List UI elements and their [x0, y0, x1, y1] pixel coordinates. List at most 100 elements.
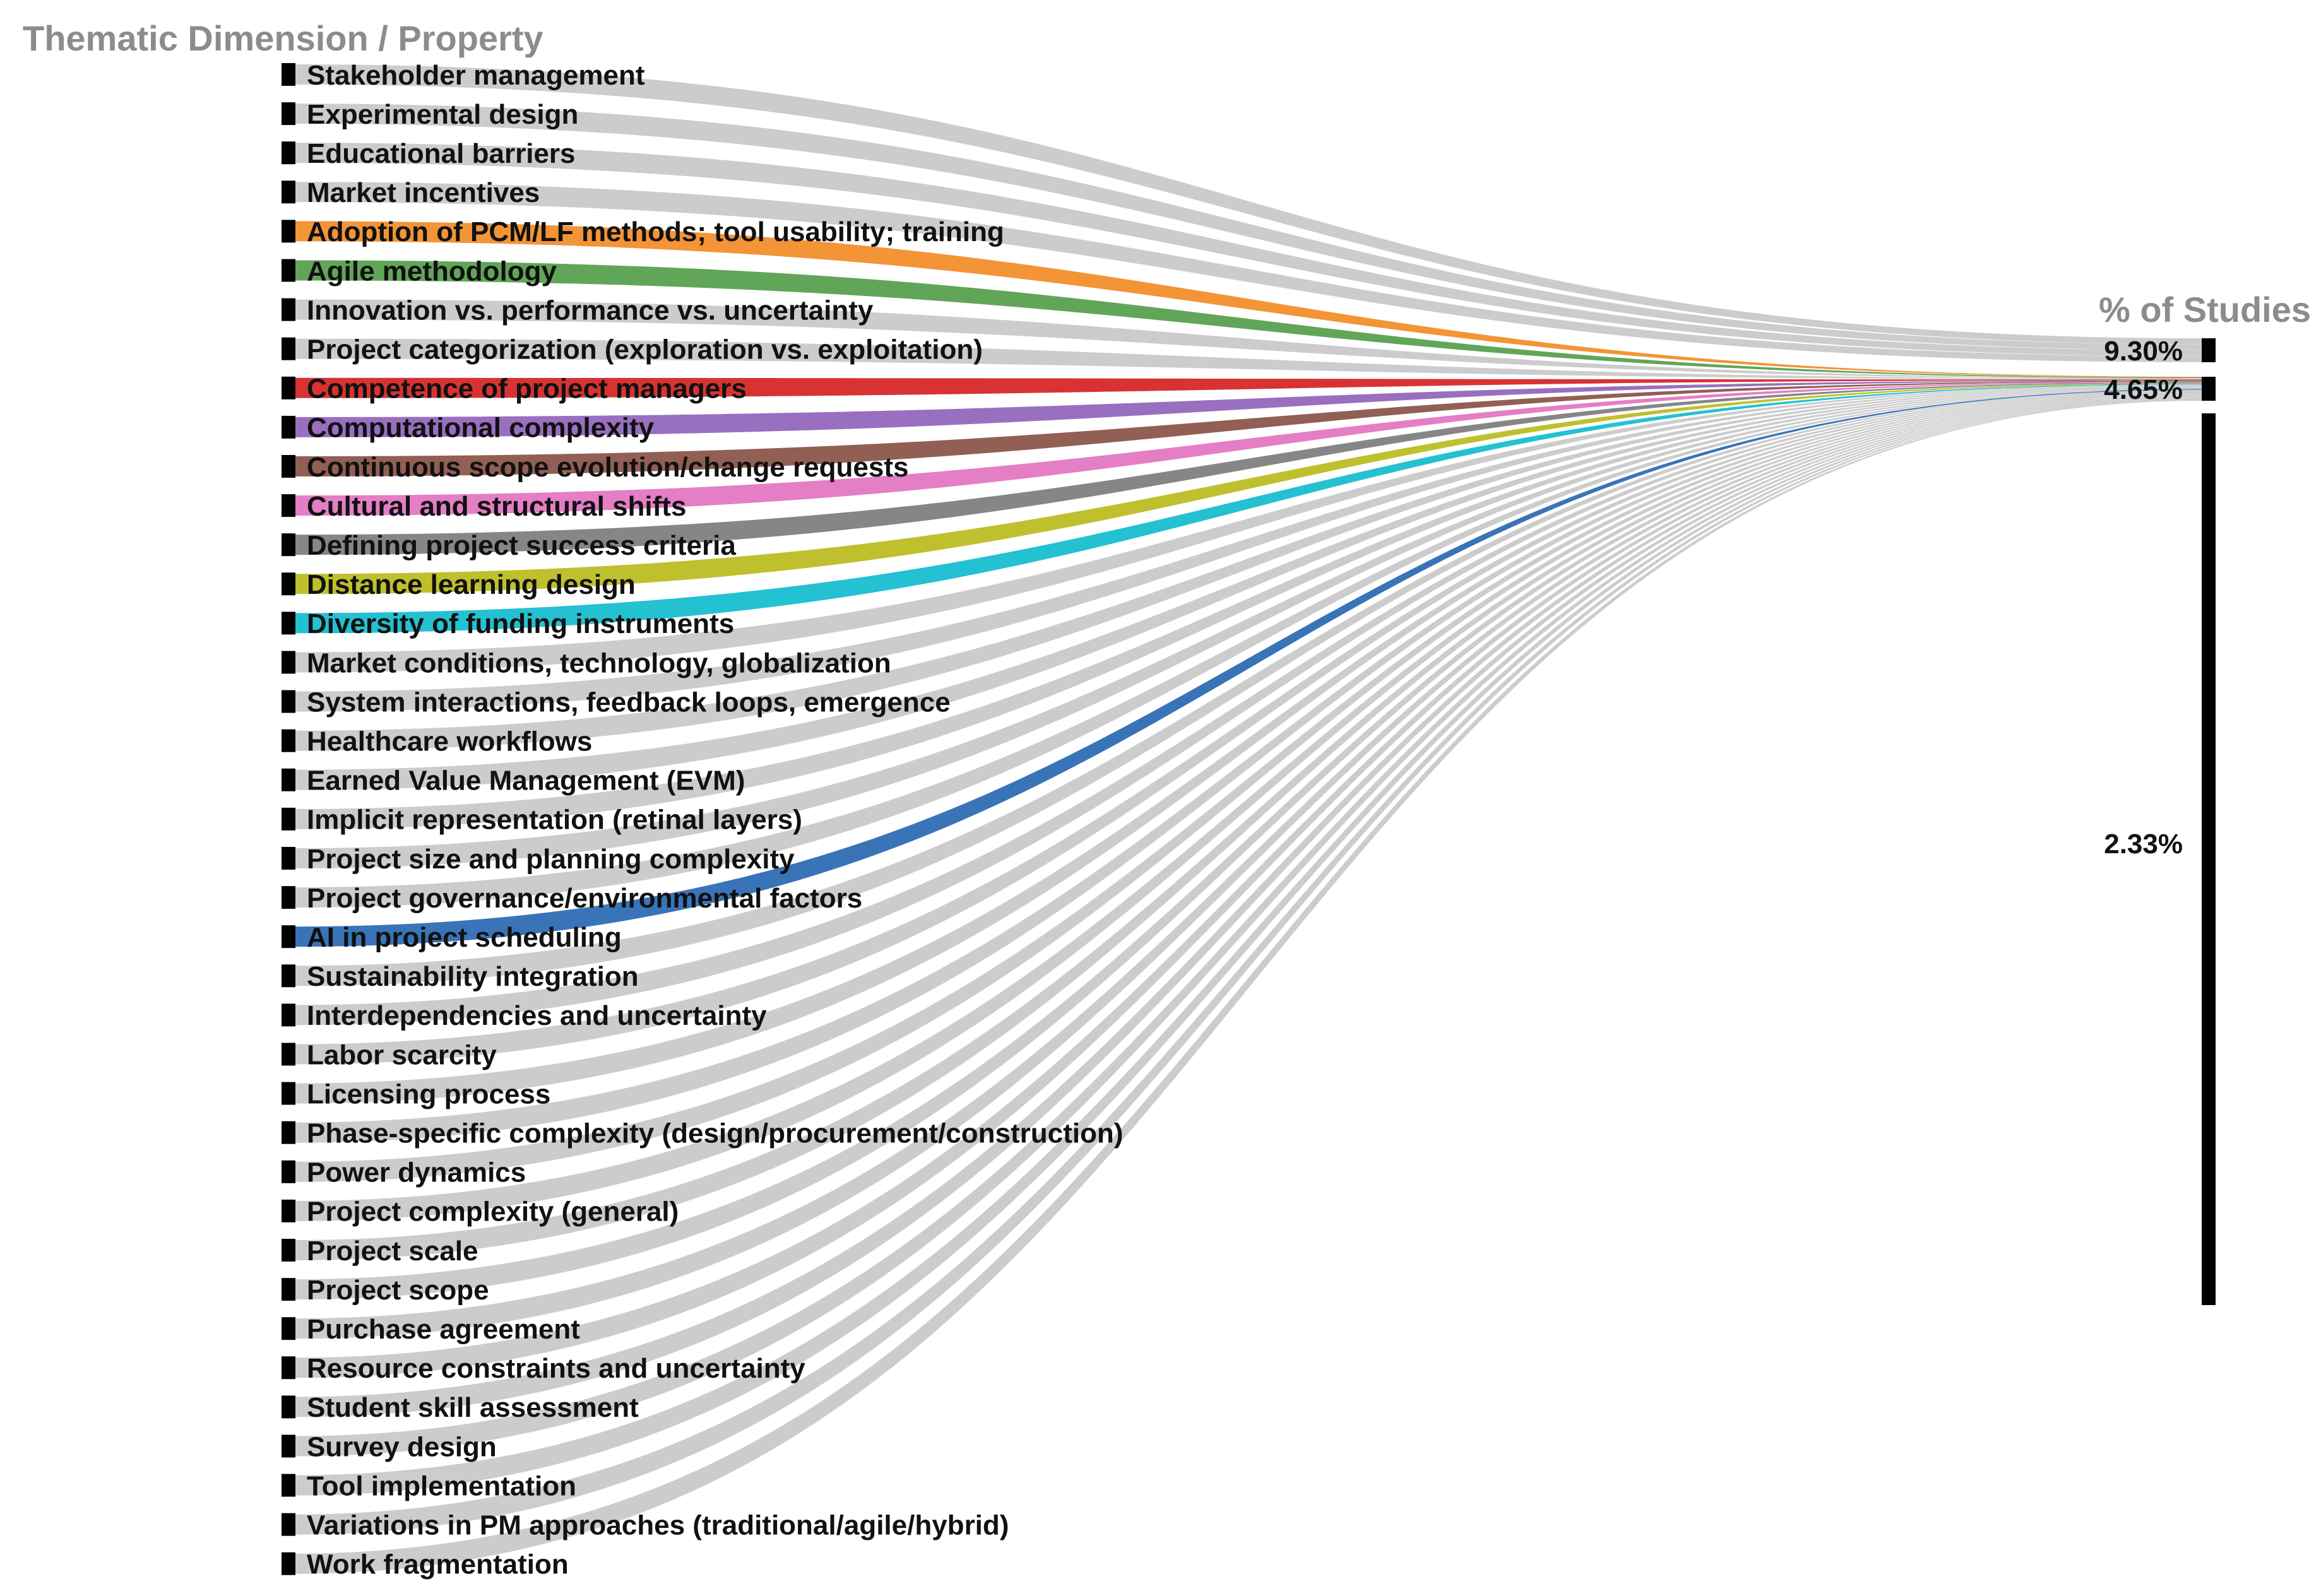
- flow-project-scale: [295, 394, 2203, 1260]
- source-node-diversity-of-funding-instruments: [282, 612, 295, 635]
- source-label: Interdependencies and uncertainty: [307, 1000, 767, 1031]
- source-node-distance-learning-design: [282, 572, 295, 596]
- source-node-project-scale: [282, 1239, 295, 1262]
- source-nodes: Stakeholder management Experimental desig…: [282, 60, 1123, 1580]
- source-label: Market incentives: [307, 177, 540, 208]
- source-label: Innovation vs. performance vs. uncertain…: [307, 295, 874, 326]
- source-label: Educational barriers: [307, 138, 575, 169]
- source-node-survey-design: [282, 1434, 295, 1458]
- source-node-stakeholder-management: [282, 63, 295, 86]
- source-label: System interactions, feedback loops, eme…: [307, 687, 951, 718]
- source-node-project-size-and-planning-complexity: [282, 847, 295, 870]
- flow-experimental-design: [295, 103, 2203, 350]
- flow-interdependencies-and-uncertainty: [295, 390, 2203, 1026]
- flow-resource-constraints-and-uncertainty: [295, 396, 2203, 1378]
- flow-educational-barriers: [295, 143, 2203, 357]
- flow-project-categorization-exploration-vs-exploitation: [295, 338, 2203, 380]
- left-axis-header: Thematic Dimension / Property: [23, 18, 543, 58]
- source-label: Project size and planning complexity: [307, 844, 795, 875]
- source-node-licensing-process: [282, 1082, 295, 1105]
- flow-market-conditions-technology-globalization: [295, 384, 2203, 673]
- flow-licensing-process: [295, 391, 2203, 1104]
- source-node-labor-scarcity: [282, 1043, 295, 1066]
- source-label: Labor scarcity: [307, 1039, 497, 1070]
- source-node-interdependencies-and-uncertainty: [282, 1003, 295, 1027]
- source-node-sustainability-integration: [282, 964, 295, 988]
- flow-cultural-and-structural-shifts: [295, 381, 2203, 516]
- source-node-project-complexity-general: [282, 1199, 295, 1222]
- target-label: 9.30%: [2104, 336, 2183, 367]
- flow-student-skill-assessment: [295, 397, 2203, 1417]
- source-node-adoption-of-pcm-lf-methods-tool-usability-training: [282, 220, 295, 243]
- target-node-2: [2202, 377, 2216, 401]
- source-label: Agile methodology: [307, 256, 557, 287]
- source-label: Distance learning design: [307, 569, 636, 600]
- source-node-tool-implementation: [282, 1474, 295, 1497]
- source-label: Stakeholder management: [307, 60, 645, 91]
- source-label: Cultural and structural shifts: [307, 491, 686, 522]
- source-node-student-skill-assessment: [282, 1395, 295, 1419]
- source-node-earned-value-management-evm: [282, 768, 295, 791]
- source-node-power-dynamics: [282, 1160, 295, 1183]
- source-label: Market conditions, technology, globaliza…: [307, 647, 891, 678]
- flow-market-incentives: [295, 182, 2203, 362]
- flow-project-size-and-planning-complexity: [295, 387, 2203, 868]
- flow-tool-implementation: [295, 398, 2203, 1496]
- source-label: AI in project scheduling: [307, 922, 622, 953]
- flow-agile-methodology: [295, 260, 2203, 379]
- source-node-project-governance-environmental-factors: [282, 886, 295, 909]
- flow-continuous-scope-evolution-change-requests: [295, 381, 2203, 476]
- flow-earned-value-management-evm: [295, 386, 2203, 790]
- flow-power-dynamics: [295, 393, 2203, 1182]
- flow-work-fragmentation: [295, 399, 2203, 1574]
- source-node-educational-barriers: [282, 141, 295, 165]
- source-node-variations-in-pm-approaches-traditional-agile-hybrid: [282, 1513, 295, 1536]
- flow-purchase-agreement: [295, 396, 2203, 1339]
- source-node-project-categorization-exploration-vs-exploitation: [282, 337, 295, 360]
- source-label: Defining project success criteria: [307, 530, 736, 561]
- flow-defining-project-success-criteria: [295, 382, 2203, 555]
- flow-innovation-vs-performance-vs-uncertainty: [295, 299, 2203, 379]
- flow-diversity-of-funding-instruments: [295, 383, 2203, 634]
- source-node-purchase-agreement: [282, 1317, 295, 1340]
- source-node-implicit-representation-retinal-layers: [282, 807, 295, 831]
- source-node-work-fragmentation: [282, 1552, 295, 1575]
- source-label: Resource constraints and uncertainty: [307, 1353, 805, 1384]
- flow-ai-in-project-scheduling: [295, 389, 2203, 947]
- source-label: Sustainability integration: [307, 961, 639, 992]
- source-node-cultural-and-structural-shifts: [282, 494, 295, 517]
- flow-phase-specific-complexity-design-procurement-construction: [295, 392, 2203, 1143]
- source-node-phase-specific-complexity-design-procurement-construction: [282, 1121, 295, 1144]
- right-axis-header: % of Studies: [2099, 290, 2311, 329]
- source-node-continuous-scope-evolution-change-requests: [282, 455, 295, 478]
- target-node-3: [2202, 413, 2216, 1305]
- source-label: Earned Value Management (EVM): [307, 765, 745, 796]
- source-label: Competence of project managers: [307, 374, 747, 405]
- source-label: Student skill assessment: [307, 1392, 639, 1423]
- source-node-innovation-vs-performance-vs-uncertainty: [282, 298, 295, 321]
- source-label: Purchase agreement: [307, 1314, 580, 1345]
- flow-project-scope: [295, 395, 2203, 1300]
- source-node-defining-project-success-criteria: [282, 533, 295, 557]
- source-node-agile-methodology: [282, 259, 295, 282]
- flow-sustainability-integration: [295, 389, 2203, 986]
- source-node-market-incentives: [282, 180, 295, 204]
- source-label: Survey design: [307, 1431, 497, 1462]
- source-node-experimental-design: [282, 102, 295, 126]
- flow-survey-design: [295, 398, 2203, 1457]
- flow-healthcare-workflows: [295, 386, 2203, 751]
- source-node-ai-in-project-scheduling: [282, 925, 295, 949]
- source-label: Adoption of PCM/LF methods; tool usabili…: [307, 216, 1004, 247]
- source-label: Tool implementation: [307, 1470, 576, 1501]
- source-label: Implicit representation (retinal layers): [307, 805, 802, 836]
- source-label: Project scope: [307, 1275, 489, 1306]
- source-node-project-scope: [282, 1278, 295, 1301]
- source-label: Experimental design: [307, 99, 578, 130]
- source-label: Project complexity (general): [307, 1197, 679, 1227]
- flow-implicit-representation-retinal-layers: [295, 387, 2203, 829]
- flow-system-interactions-feedback-loops-emergence: [295, 385, 2203, 712]
- source-node-competence-of-project-managers: [282, 376, 295, 399]
- source-label: Healthcare workflows: [307, 726, 592, 757]
- source-label: Project scale: [307, 1236, 478, 1267]
